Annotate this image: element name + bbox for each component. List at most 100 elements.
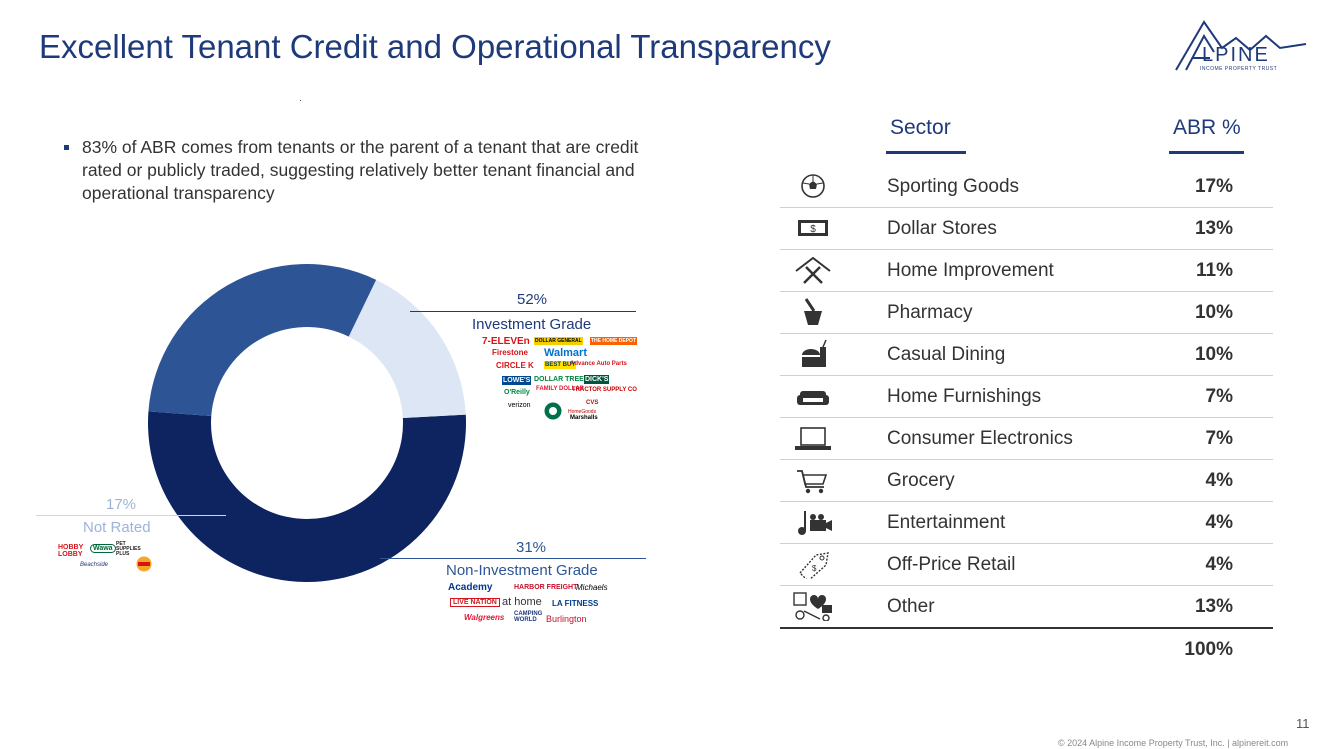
stray-dot xyxy=(300,100,301,101)
label-not-rated: Not Rated xyxy=(83,519,151,536)
tenant-logo: CAMPING WORLD xyxy=(514,611,543,623)
price-tag-icon: $ xyxy=(799,552,829,579)
dollar-bill-icon: $ xyxy=(798,220,828,236)
leader-line-non-investment-grade xyxy=(380,558,646,559)
sector-abr-value: 10% xyxy=(1194,302,1233,323)
header-abr: ABR % xyxy=(1173,116,1241,139)
tenant-logo: LIVE NATION xyxy=(450,598,500,607)
sector-name: Consumer Electronics xyxy=(887,428,1073,449)
tenant-logo: HARBOR FREIGHT xyxy=(514,584,578,591)
sector-abr-value: 4% xyxy=(1205,470,1233,491)
tenant-logo: DOLLAR GENERAL xyxy=(534,337,583,345)
leader-line-investment-grade xyxy=(410,311,636,312)
leader-line-not-rated xyxy=(36,515,226,516)
sector-name: Grocery xyxy=(887,470,955,491)
header-underline-abr xyxy=(1169,151,1244,154)
misc-items-icon xyxy=(793,592,832,621)
table-row: $ Dollar Stores 13% xyxy=(780,207,1273,250)
table-row: Grocery 4% xyxy=(780,459,1273,502)
sector-name: Other xyxy=(887,596,935,617)
table-total: 100% xyxy=(1184,639,1233,660)
sector-name: Pharmacy xyxy=(887,302,973,323)
sector-name: Sporting Goods xyxy=(887,176,1020,197)
table-row: $ Off-Price Retail 4% xyxy=(780,543,1273,586)
tenant-logo: LOWE'S xyxy=(502,376,532,385)
sector-abr-value: 17% xyxy=(1194,176,1233,197)
bullet-marker xyxy=(64,145,69,150)
table-row: Consumer Electronics 7% xyxy=(780,417,1273,460)
shopping-cart-icon xyxy=(797,470,828,494)
logos-non-investment-grade: Academy HARBOR FREIGHT Michaels LIVE NAT… xyxy=(448,582,618,630)
tenant-logo: CVS xyxy=(586,400,599,406)
summary-text: 83% of ABR comes from tenants or the par… xyxy=(82,137,639,203)
logo-wordmark: LPINE xyxy=(1202,44,1270,66)
sector-abr-value: 10% xyxy=(1194,344,1233,365)
label-pct-non-investment-grade: 31% xyxy=(516,539,547,556)
laptop-icon xyxy=(795,427,831,450)
tenant-logo: at home xyxy=(502,596,542,608)
svg-text:$: $ xyxy=(810,224,816,235)
sector-name: Dollar Stores xyxy=(887,218,997,239)
header-underline-sector xyxy=(886,151,966,154)
sector-name: Home Furnishings xyxy=(887,386,1042,407)
tenant-logo: Beachside xyxy=(80,562,109,568)
sector-name: Entertainment xyxy=(887,512,1006,533)
tenant-logo: Marshalls xyxy=(570,415,598,421)
tenant-logo: Walmart xyxy=(544,347,587,359)
page-number: 11 xyxy=(1296,716,1310,731)
tenant-logo: PET SUPPLIES PLUS xyxy=(116,541,141,557)
tenant-logo: Michaels xyxy=(576,583,608,592)
tenant-logo: BEST BUY xyxy=(544,361,577,369)
footer-copyright: © 2024 Alpine Income Property Trust, Inc… xyxy=(1058,738,1289,748)
tenant-logo: TRACTOR SUPPLY CO xyxy=(572,387,637,393)
table-row: Pharmacy 10% xyxy=(780,291,1273,334)
burger-drink-icon xyxy=(802,339,827,367)
sector-name: Off-Price Retail xyxy=(887,554,1016,575)
sector-abr-value: 4% xyxy=(1205,554,1233,575)
donut-slice-non-investment-grade xyxy=(148,264,377,416)
svg-text:$: $ xyxy=(812,564,817,573)
music-camera-icon xyxy=(798,511,832,535)
mortar-pestle-icon xyxy=(804,298,822,325)
tenant-logo: CIRCLE K xyxy=(496,361,534,370)
soccer-ball-icon xyxy=(801,174,825,198)
tenant-logo: HOBBY LOBBY xyxy=(58,544,84,558)
sector-abr-value: 7% xyxy=(1205,386,1233,407)
tenant-logo: Walgreens xyxy=(464,613,505,622)
logos-not-rated: HOBBY LOBBY Wawa PET SUPPLIES PLUS Beach… xyxy=(58,542,158,576)
logo-subtext: INCOME PROPERTY TRUST xyxy=(1200,66,1278,72)
sector-abr-value: 4% xyxy=(1205,512,1233,533)
header-sector: Sector xyxy=(890,116,951,139)
table-row: Other 13% xyxy=(780,585,1273,629)
page-title: Excellent Tenant Credit and Operational … xyxy=(39,28,831,65)
label-pct-not-rated: 17% xyxy=(106,496,137,513)
label-investment-grade: Investment Grade xyxy=(472,316,592,333)
sector-abr-value: 11% xyxy=(1196,260,1233,281)
donut-slice-investment-grade xyxy=(148,411,466,582)
label-pct-investment-grade: 52% xyxy=(517,291,548,308)
sector-name: Home Improvement xyxy=(887,260,1054,281)
tenant-logo: Burlington xyxy=(546,614,587,624)
burger-king-logo-icon xyxy=(136,556,152,572)
tenant-logo: LA FITNESS xyxy=(552,599,599,608)
tenant-logo: DICK'S xyxy=(584,375,610,384)
sofa-icon xyxy=(797,391,829,405)
credit-donut-chart xyxy=(148,264,466,582)
sector-name: Casual Dining xyxy=(887,344,1006,365)
tenant-logo: Wawa xyxy=(90,544,116,553)
tenant-logo: HomeGoods xyxy=(568,409,597,415)
table-row: Entertainment 4% xyxy=(780,501,1273,544)
starbucks-logo-icon xyxy=(544,402,562,420)
tenant-logo: 7-ELEVEn xyxy=(482,336,530,347)
tenant-logo: THE HOME DEPOT xyxy=(590,337,638,345)
tenant-logo: DOLLAR TREE xyxy=(534,376,584,383)
donut-slice-not-rated xyxy=(348,279,466,418)
tenant-logo: Firestone xyxy=(492,348,529,357)
label-non-investment-grade: Non-Investment Grade xyxy=(446,562,598,579)
table-row: Sporting Goods 17% xyxy=(780,165,1273,208)
logos-investment-grade: 7-ELEVEn DOLLAR GENERAL THE HOME DEPOT F… xyxy=(482,336,638,426)
sector-abr-value: 13% xyxy=(1194,596,1233,617)
tenant-logo: Academy xyxy=(448,582,493,593)
sector-abr-value: 7% xyxy=(1205,428,1233,449)
table-row: Casual Dining 10% xyxy=(780,333,1273,376)
